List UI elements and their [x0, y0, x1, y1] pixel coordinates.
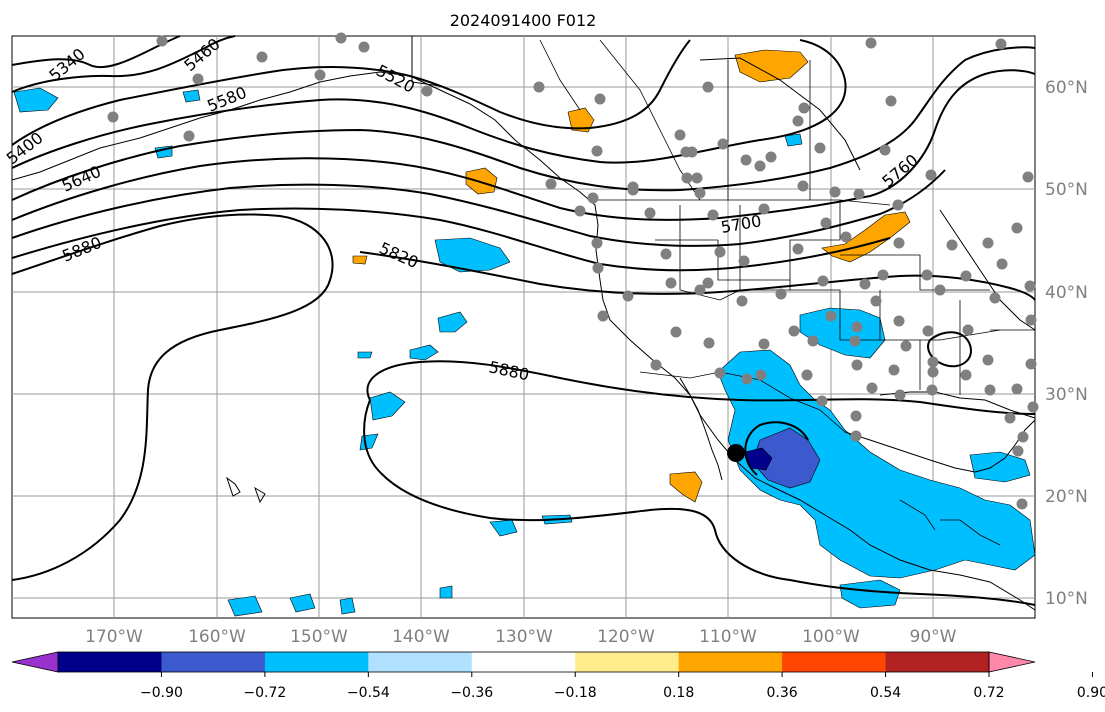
- colorbar-segment: [678, 652, 783, 672]
- colorbar-segment: [161, 652, 266, 672]
- colorbar-tick-label: 0.36: [767, 685, 798, 701]
- colorbar-ticks: −0.90 −0.72 −0.54 −0.36 −0.18 0.18 0.36 0.54 0.7…: [140, 672, 1105, 701]
- colorbar-segment: [368, 652, 473, 672]
- lon-label-140w: 140°W: [392, 627, 450, 647]
- colorbar-tick-label: 0.90: [1077, 685, 1105, 701]
- colorbar-extend-low: [11, 651, 59, 673]
- lat-label-30n: 30°N: [1045, 385, 1088, 405]
- lon-label-170w: 170°W: [85, 627, 143, 647]
- lat-label-20n: 20°N: [1045, 487, 1088, 507]
- lon-label-130w: 130°W: [495, 627, 553, 647]
- colorbar-segments: [11, 651, 1036, 673]
- lat-label-50n: 50°N: [1045, 180, 1088, 200]
- colorbar-segment: [575, 652, 680, 672]
- lat-label-10n: 10°N: [1045, 589, 1088, 609]
- station-dots: [107, 32, 1039, 510]
- lon-label-110w: 110°W: [699, 627, 757, 647]
- lon-label-150w: 150°W: [290, 627, 348, 647]
- colorbar-segment: [58, 652, 162, 672]
- colorbar-tick-label: −0.90: [140, 685, 183, 701]
- shaded-field: [13, 49, 1036, 617]
- colorbar-segment: [885, 652, 990, 672]
- colorbar-outline: [57, 651, 990, 673]
- colorbar-segment: [782, 652, 887, 672]
- map-area: 5340 5460 5520 5580 5400 5640 5880 5820 …: [3, 32, 1039, 619]
- colorbar: −0.90 −0.72 −0.54 −0.36 −0.18 0.18 0.36 0.54 0.7…: [11, 651, 1105, 701]
- lon-label-120w: 120°W: [597, 627, 655, 647]
- colorbar-tick-label: −0.36: [450, 685, 493, 701]
- lon-label-100w: 100°W: [802, 627, 860, 647]
- colorbar-tick-label: 0.18: [663, 685, 694, 701]
- lat-label-60n: 60°N: [1045, 78, 1088, 98]
- latitude-labels: 60°N 50°N 40°N 30°N 20°N 10°N: [1045, 78, 1088, 609]
- colorbar-tick-label: −0.72: [243, 685, 286, 701]
- colorbar-tick-label: 0.54: [870, 685, 901, 701]
- colorbar-tick-label: −0.54: [347, 685, 390, 701]
- lat-label-40n: 40°N: [1045, 283, 1088, 303]
- colorbar-tick-label: 0.72: [973, 685, 1004, 701]
- lon-label-160w: 160°W: [188, 627, 246, 647]
- lon-label-90w: 90°W: [910, 627, 957, 647]
- colorbar-segment: [471, 652, 576, 672]
- highlighted-station-marker: [727, 444, 745, 462]
- colorbar-segment: [264, 652, 369, 672]
- colorbar-extend-high: [988, 651, 1036, 673]
- longitude-labels: 170°W 160°W 150°W 140°W 130°W 120°W 110°…: [85, 627, 957, 647]
- colorbar-tick-label: −0.18: [554, 685, 597, 701]
- map-title: 2024091400 F012: [450, 11, 597, 30]
